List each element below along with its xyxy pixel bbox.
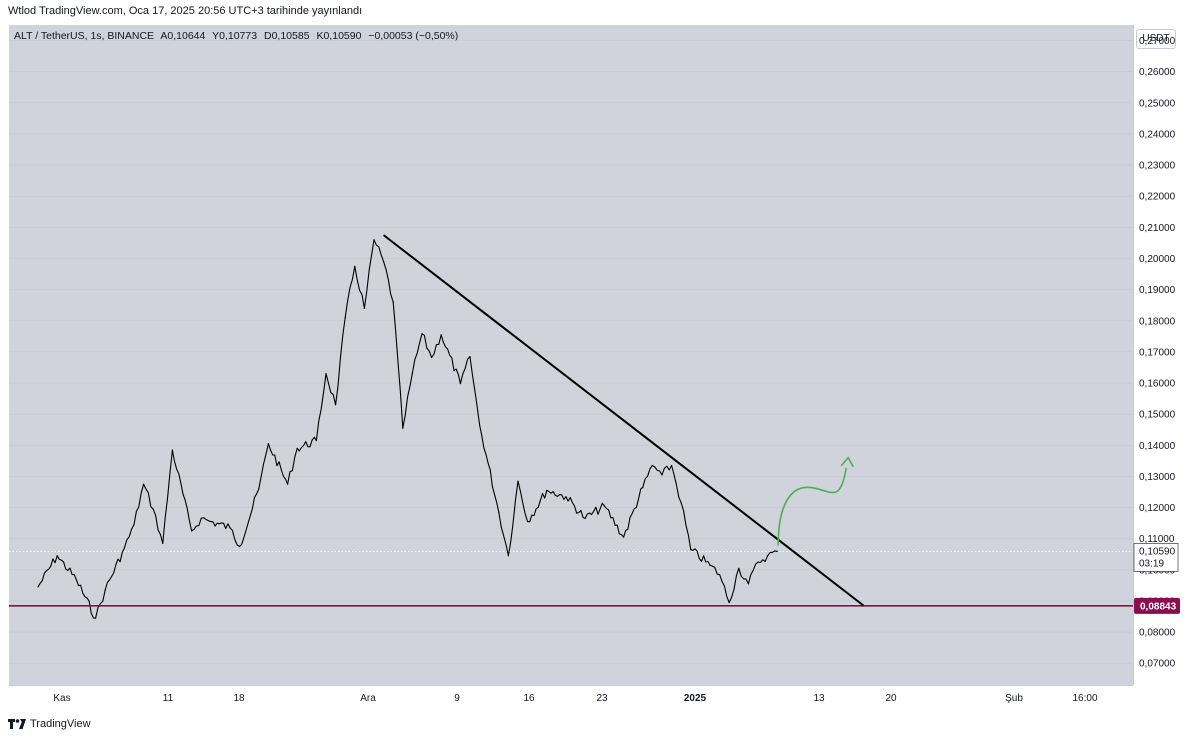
ohlc-close: K0,10590 xyxy=(316,30,362,42)
time-axis[interactable] xyxy=(9,685,1133,713)
currency-button[interactable]: USDT xyxy=(1136,29,1176,49)
ohlc-high: Y0,10773 xyxy=(212,30,258,42)
publish-info: Wtlod TradingView.com, Oca 17, 2025 20:5… xyxy=(8,5,363,17)
ohlc-low: D0,10585 xyxy=(264,30,310,42)
top-bar: Wtlod TradingView.com, Oca 17, 2025 20:5… xyxy=(0,0,1200,22)
ohlc-change: −0,00053 (−0,50%) xyxy=(368,30,459,42)
tradingview-logo-icon xyxy=(8,719,26,729)
symbol-name[interactable]: ALT / TetherUS, 1s, BINANCE xyxy=(14,30,155,42)
footer-logo[interactable]: TradingView xyxy=(8,718,91,730)
price-axis[interactable] xyxy=(1133,25,1200,685)
ohlc-open: A0,10644 xyxy=(160,30,206,42)
footer-brand: TradingView xyxy=(30,718,91,730)
symbol-info: ALT / TetherUS, 1s, BINANCE A0,10644 Y0,… xyxy=(14,30,462,42)
chart-area[interactable] xyxy=(9,25,1133,685)
